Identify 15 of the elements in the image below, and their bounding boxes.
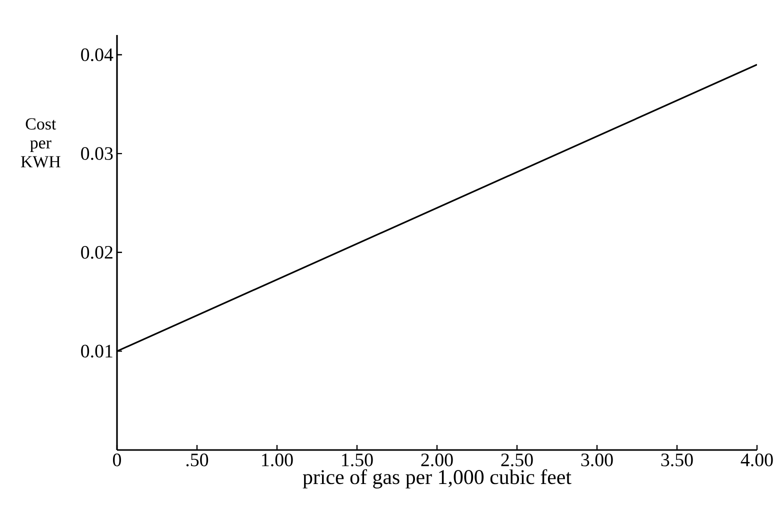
x-axis-title: price of gas per 1,000 cubic feet [302,469,572,488]
y-tick-label: 0.04 [81,48,114,62]
x-tick-label: 4.00 [740,454,773,466]
y-axis-title: Cost per KWH [20,118,60,168]
y-tick-label: 0.01 [81,344,112,358]
x-tick-label: 2.00 [421,454,453,466]
x-tick-label: 2.50 [501,454,533,466]
x-tick-label: 3.50 [661,454,693,466]
x-tick-label: 0 [112,454,121,466]
x-tick-label: .50 [186,454,208,466]
y-tick-label: 0.02 [81,246,112,259]
y-tick-label: 0.03 [81,147,113,160]
x-tick-label: 3.00 [581,454,613,466]
x-tick-label: 1.50 [342,454,373,466]
x-tick-label: 1.00 [262,454,293,466]
